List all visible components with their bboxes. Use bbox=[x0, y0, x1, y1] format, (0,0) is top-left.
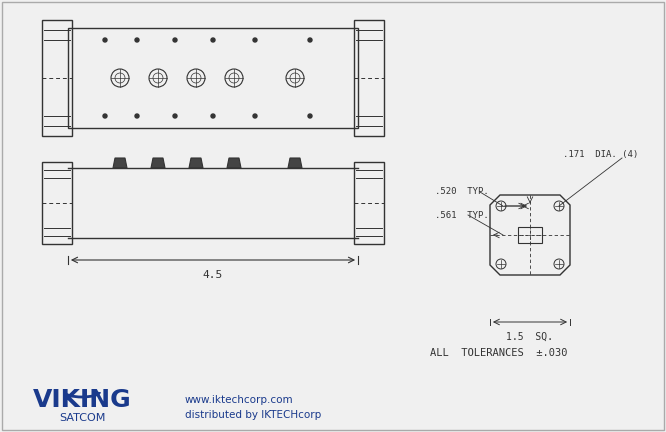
Bar bbox=[518, 227, 542, 243]
Text: .561  TYP.: .561 TYP. bbox=[435, 210, 489, 219]
Polygon shape bbox=[189, 158, 203, 168]
Text: SATCOM: SATCOM bbox=[59, 413, 105, 423]
Text: www.iktechcorp.com: www.iktechcorp.com bbox=[185, 395, 294, 405]
Polygon shape bbox=[151, 158, 165, 168]
Circle shape bbox=[308, 38, 312, 42]
Circle shape bbox=[253, 38, 257, 42]
Circle shape bbox=[308, 114, 312, 118]
Circle shape bbox=[135, 114, 139, 118]
Text: VIKING: VIKING bbox=[33, 388, 131, 412]
Circle shape bbox=[211, 114, 215, 118]
Polygon shape bbox=[227, 158, 241, 168]
Text: ALL  TOLERANCES  ±.030: ALL TOLERANCES ±.030 bbox=[430, 348, 567, 358]
Bar bbox=[354, 20, 384, 136]
Circle shape bbox=[103, 114, 107, 118]
Bar bbox=[42, 20, 72, 136]
Bar bbox=[68, 28, 358, 128]
Circle shape bbox=[103, 38, 107, 42]
Text: distributed by IKTECHcorp: distributed by IKTECHcorp bbox=[185, 410, 321, 420]
Circle shape bbox=[135, 38, 139, 42]
Circle shape bbox=[173, 38, 177, 42]
Bar bbox=[354, 162, 384, 244]
Text: 4.5: 4.5 bbox=[203, 270, 223, 280]
Polygon shape bbox=[288, 158, 302, 168]
Text: .520  TYP.: .520 TYP. bbox=[435, 187, 489, 197]
Circle shape bbox=[211, 38, 215, 42]
Text: .171  DIA. (4): .171 DIA. (4) bbox=[563, 150, 638, 159]
Circle shape bbox=[253, 114, 257, 118]
Circle shape bbox=[173, 114, 177, 118]
Bar bbox=[42, 162, 72, 244]
Text: 1.5  SQ.: 1.5 SQ. bbox=[507, 332, 553, 342]
Polygon shape bbox=[113, 158, 127, 168]
